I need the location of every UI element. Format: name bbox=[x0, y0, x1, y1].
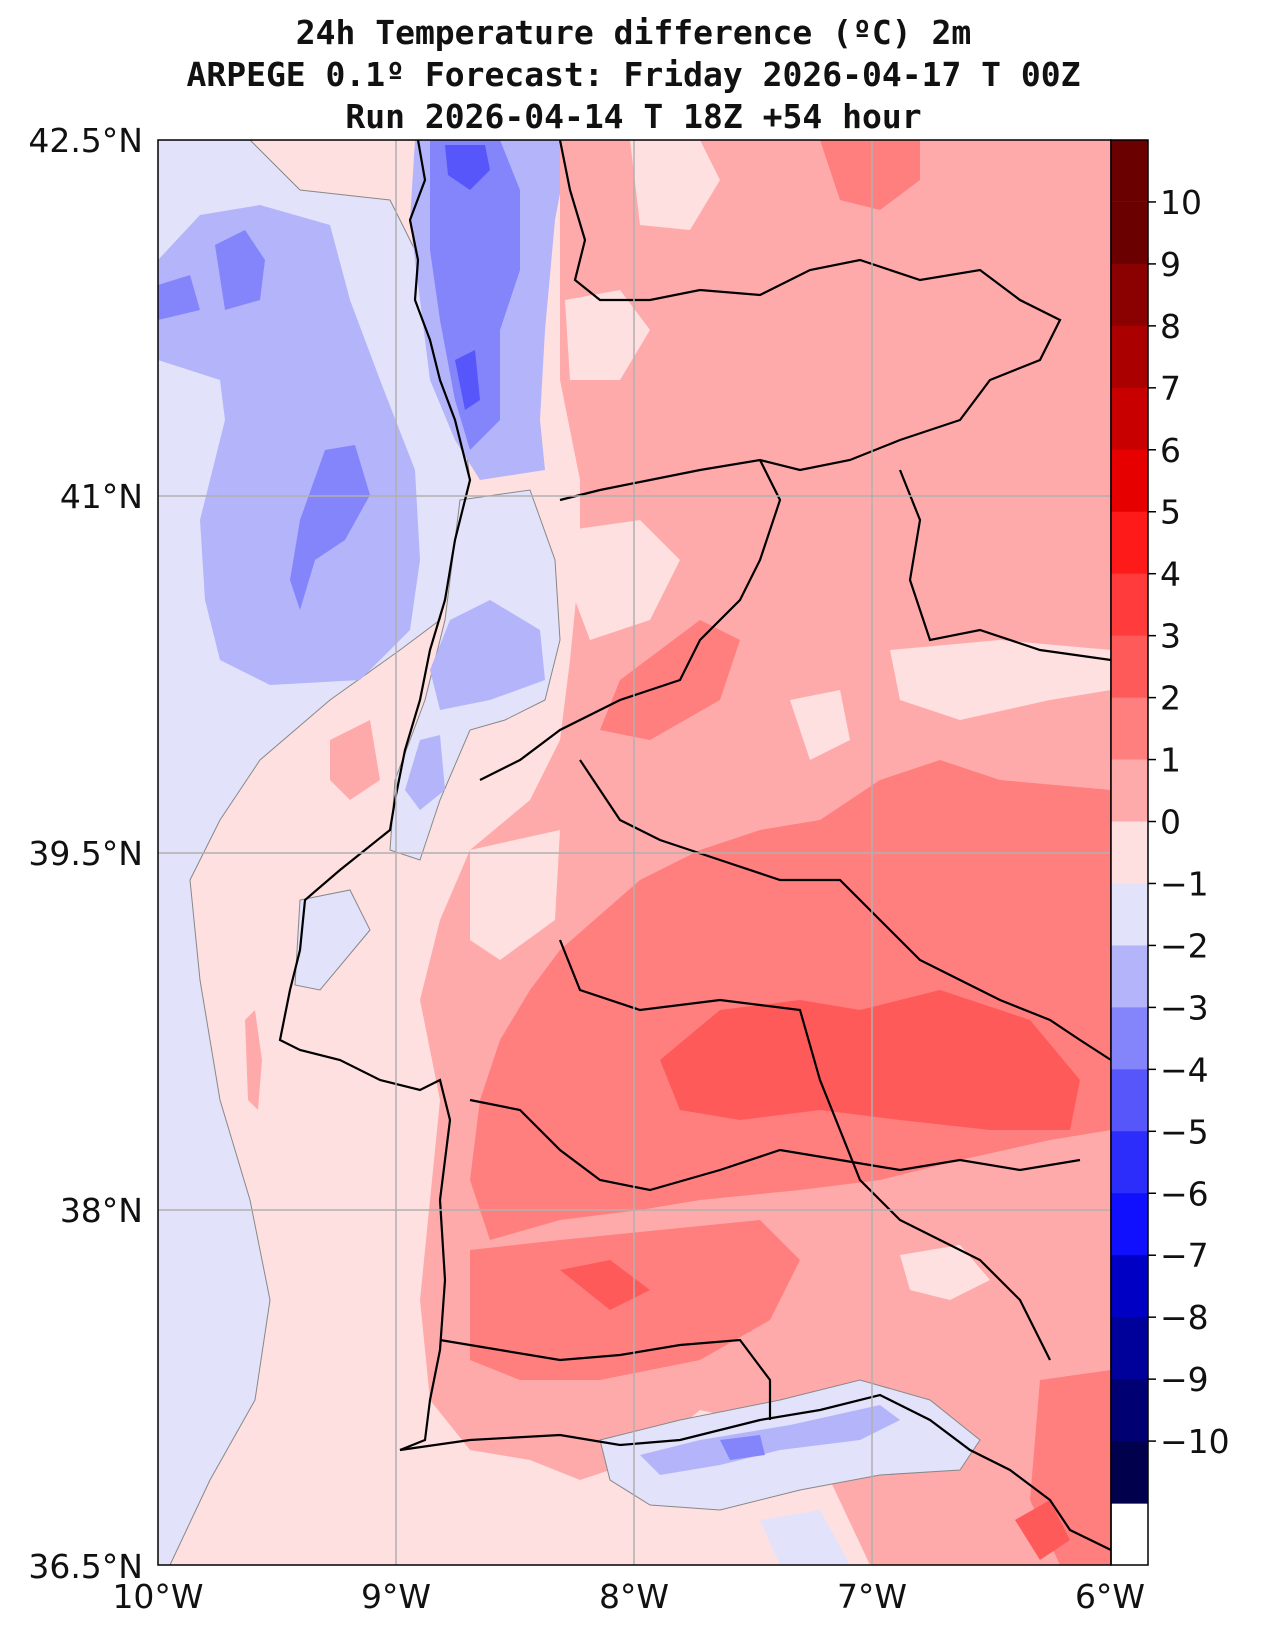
colorbar-segment bbox=[1111, 1131, 1148, 1194]
warm-lite-6 bbox=[790, 690, 850, 760]
cold-blob-1 bbox=[158, 205, 420, 685]
warm-max-zone-2 bbox=[560, 1260, 650, 1310]
colorbar-label: −8 bbox=[1160, 1298, 1209, 1337]
warm-zone-algarve-north bbox=[470, 1220, 800, 1380]
cold-patch-3 bbox=[290, 445, 370, 610]
lat-label-41: 41°N bbox=[60, 477, 143, 516]
lon-axis: 10°W 9°W 8°W 7°W 6°W bbox=[112, 1577, 1145, 1616]
colorbar-segment bbox=[1111, 635, 1148, 699]
sea-warm-patch-2 bbox=[330, 720, 380, 800]
lat-label-36-5: 36.5°N bbox=[28, 1547, 143, 1586]
colorbar-segment bbox=[1111, 573, 1148, 637]
map-title-line-1: 24h Temperature difference (ºC) 2m bbox=[295, 13, 972, 52]
colorbar-label: 7 bbox=[1160, 369, 1181, 408]
colorbar-label: 9 bbox=[1160, 245, 1181, 284]
border-east bbox=[898, 469, 1111, 662]
colorbar-label: 1 bbox=[1160, 741, 1181, 780]
colorbar-label: −2 bbox=[1160, 926, 1209, 965]
colorbar-label: −5 bbox=[1160, 1112, 1209, 1151]
cold-coastal-min-2 bbox=[455, 350, 480, 410]
colorbar-segment bbox=[1111, 449, 1148, 513]
cold-south-patch bbox=[760, 1510, 850, 1565]
cold-coastal-min bbox=[445, 145, 490, 190]
lat-label-39-5: 39.5°N bbox=[28, 834, 143, 873]
colorbar-segment bbox=[1111, 1193, 1148, 1256]
colorbar-segment bbox=[1111, 697, 1148, 761]
algarve-coastline bbox=[399, 1393, 1111, 1551]
colorbar-label: −3 bbox=[1160, 988, 1209, 1027]
lon-label-6w: 6°W bbox=[1075, 1577, 1145, 1616]
colorbar-label: 0 bbox=[1160, 803, 1181, 842]
warm-zone-1 bbox=[600, 620, 740, 740]
cold-patch-2 bbox=[158, 275, 200, 320]
cold-coastal-central-3 bbox=[405, 735, 445, 810]
colorbar-label: −6 bbox=[1160, 1174, 1209, 1213]
lon-label-9w: 9°W bbox=[361, 1577, 431, 1616]
warm-lite-5 bbox=[470, 830, 560, 960]
warm-lite-3 bbox=[570, 520, 680, 640]
warm-max-zone-3 bbox=[1015, 1500, 1070, 1560]
cold-patch-1 bbox=[215, 230, 265, 310]
lon-label-10w: 10°W bbox=[112, 1577, 203, 1616]
cold-coastal-central-2 bbox=[430, 600, 545, 710]
colorbar-segment bbox=[1111, 201, 1148, 265]
cold-coastal-core bbox=[430, 140, 520, 450]
colorbar-label: 4 bbox=[1160, 555, 1181, 594]
colorbar-segment bbox=[1111, 1007, 1148, 1070]
colorbar-segment bbox=[1111, 821, 1148, 885]
cold-algarve-core bbox=[720, 1435, 765, 1460]
colorbar-segment bbox=[1111, 1255, 1148, 1318]
warm-lite-1 bbox=[630, 140, 720, 230]
colorbar-extend-top bbox=[1111, 140, 1148, 202]
colorbar-segment bbox=[1111, 945, 1148, 1008]
colorbar-segment bbox=[1111, 883, 1148, 947]
colorbar-segment bbox=[1111, 1441, 1148, 1504]
colorbar-label: 3 bbox=[1160, 617, 1181, 656]
colorbar-label: −7 bbox=[1160, 1236, 1209, 1275]
colorbar-segment bbox=[1111, 759, 1148, 823]
colorbar-label: 10 bbox=[1160, 183, 1202, 222]
cold-algarve-2 bbox=[640, 1405, 900, 1475]
colorbar-segment bbox=[1111, 387, 1148, 451]
colorbar-segment bbox=[1111, 325, 1148, 389]
colorbar-label: 2 bbox=[1160, 679, 1181, 718]
border-alentejo bbox=[579, 759, 1111, 1061]
border-guadiana bbox=[558, 939, 1051, 1361]
map-area bbox=[158, 140, 1111, 1565]
colorbar-segment bbox=[1111, 511, 1148, 575]
colorbar-label: 8 bbox=[1160, 307, 1181, 346]
border-south bbox=[469, 1098, 1081, 1192]
atlantic-coastline bbox=[278, 140, 472, 1452]
warm-lite-7 bbox=[900, 1245, 990, 1300]
colorbar-label: 5 bbox=[1160, 493, 1181, 532]
colorbar-label: −9 bbox=[1160, 1360, 1209, 1399]
colorbar-segment bbox=[1111, 263, 1148, 327]
warm-zone-north bbox=[820, 140, 920, 210]
lat-label-38: 38°N bbox=[60, 1191, 143, 1230]
sea-warm-patch bbox=[245, 1010, 262, 1110]
colorbar-segment bbox=[1111, 1069, 1148, 1132]
map-title-line-2: ARPEGE 0.1º Forecast: Friday 2026-04-17 … bbox=[186, 55, 1081, 94]
map-title-line-3: Run 2026-04-14 T 18Z +54 hour bbox=[345, 97, 922, 136]
warm-lite-4 bbox=[890, 640, 1111, 720]
warm-lite-2 bbox=[565, 290, 650, 380]
border-algarve bbox=[439, 1338, 772, 1420]
warm-max-zone-1 bbox=[660, 990, 1080, 1130]
lon-label-8w: 8°W bbox=[599, 1577, 669, 1616]
colorbar-segment bbox=[1111, 1317, 1148, 1380]
graticule bbox=[158, 140, 1111, 1565]
border-central bbox=[479, 459, 782, 781]
colorbar-label: −1 bbox=[1160, 864, 1209, 903]
coastline-and-borders bbox=[278, 140, 1111, 1551]
colorbar-segment bbox=[1111, 1379, 1148, 1442]
colorbar-label: −4 bbox=[1160, 1050, 1209, 1089]
colorbar-label: 6 bbox=[1160, 431, 1181, 470]
lon-label-7w: 7°W bbox=[837, 1577, 907, 1616]
lat-axis: 42.5°N 41°N 39.5°N 38°N 36.5°N bbox=[28, 121, 143, 1586]
lat-label-42-5: 42.5°N bbox=[28, 121, 143, 160]
colorbar-frame bbox=[1110, 139, 1149, 1566]
colorbar-label: −10 bbox=[1160, 1422, 1230, 1461]
